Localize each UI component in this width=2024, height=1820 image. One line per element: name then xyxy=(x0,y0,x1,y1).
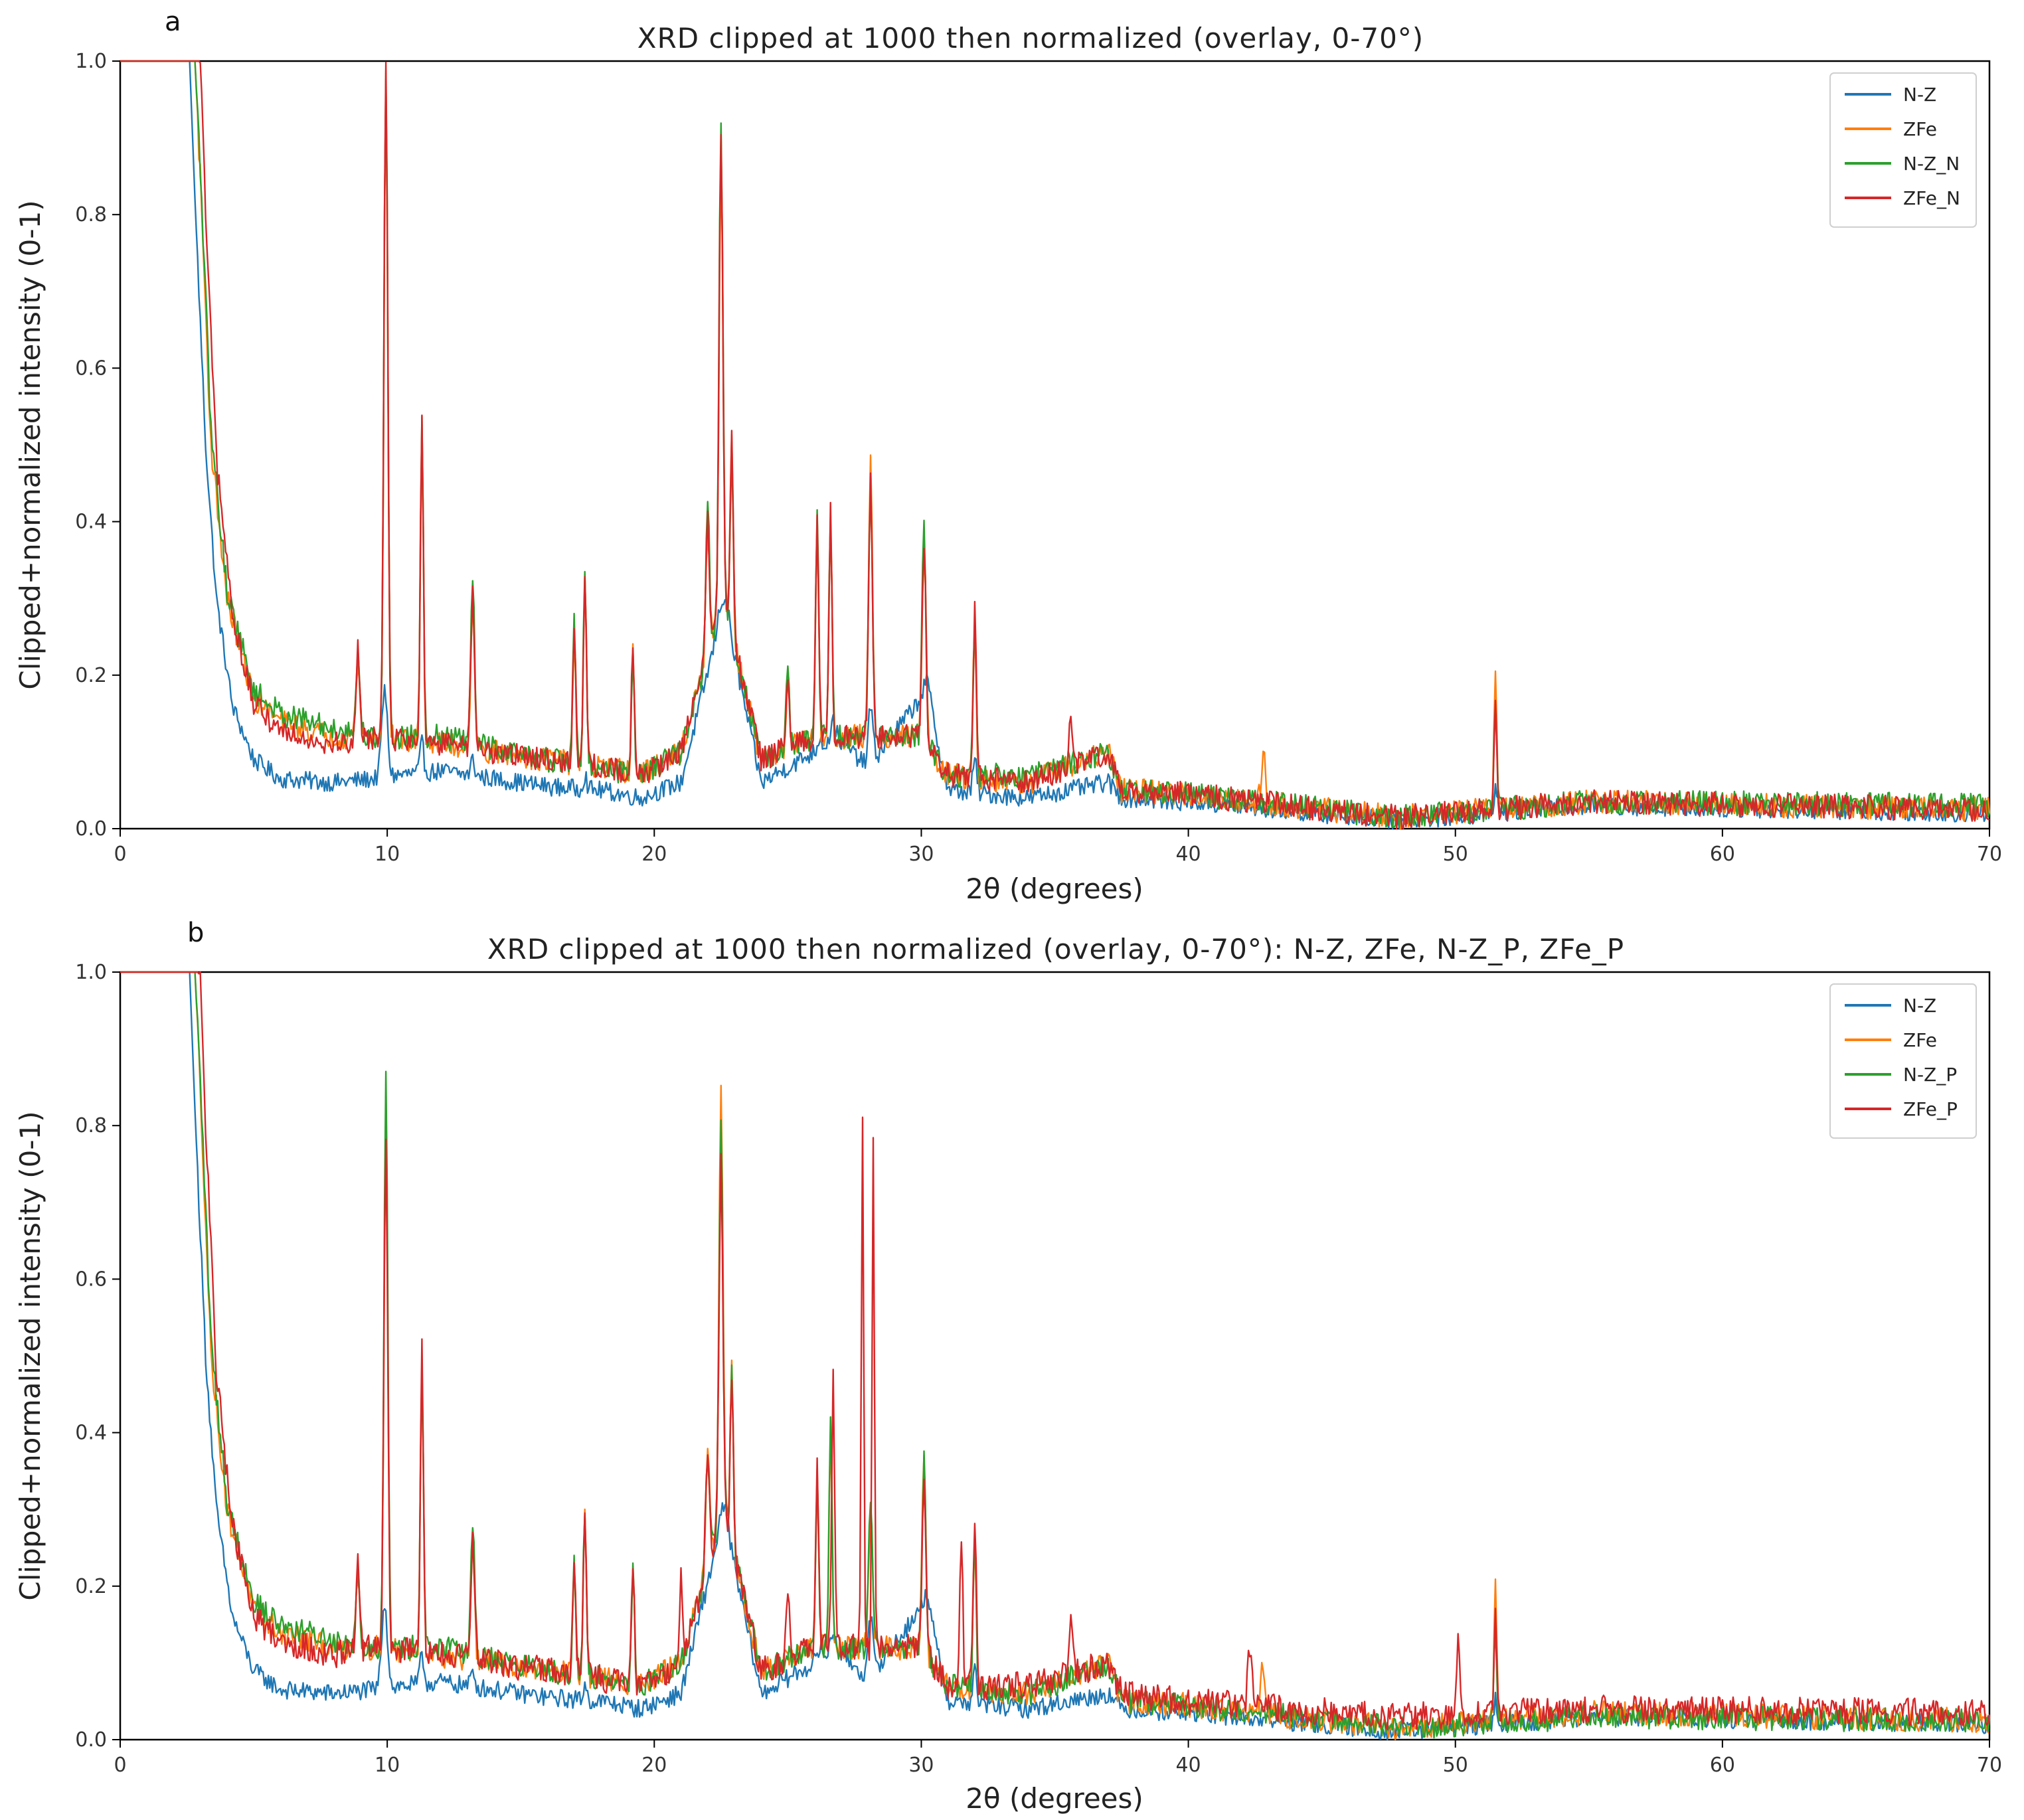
panel-b: b XRD clipped at 1000 then normalized (o… xyxy=(14,918,2002,1815)
legend-label-a-zfen: ZFe_N xyxy=(1903,187,1960,209)
legend-label-b-nz: N-Z xyxy=(1903,995,1936,1017)
x-tick-label: 70 xyxy=(1977,843,2002,866)
x-tick-label: 50 xyxy=(1443,1754,1468,1777)
x-tick-label: 40 xyxy=(1175,843,1201,866)
legend-label-b-nzp: N-Z_P xyxy=(1903,1064,1957,1086)
x-tick-label: 10 xyxy=(375,843,400,866)
axis-ticks-a: 0 10 20 30 40 50 60 70 0.0 0.2 0.4 0.6 0.8 1.0 xyxy=(75,50,2002,866)
x-tick-label: 60 xyxy=(1710,843,1735,866)
legend-label-a-nzn: N-Z_N xyxy=(1903,153,1960,175)
x-tick-label: 0 xyxy=(114,843,126,866)
x-tick-label: 50 xyxy=(1443,843,1468,866)
panel-a: a XRD clipped at 1000 then normalized (o… xyxy=(14,7,2002,905)
legend-label-b-zfep: ZFe_P xyxy=(1903,1098,1958,1120)
legend-b: N-Z ZFe N-Z_P ZFe_P xyxy=(1829,983,1977,1139)
panel-label-a: a xyxy=(165,7,181,37)
y-tick-label: 0.4 xyxy=(75,1422,107,1445)
series-line-b-zfe xyxy=(120,971,1991,1740)
series-line-b-zfe-p xyxy=(120,971,1991,1730)
chart-title-a: XRD clipped at 1000 then normalized (ove… xyxy=(637,22,1424,54)
series-line-a-n-z xyxy=(120,60,1991,830)
y-tick-label: 1.0 xyxy=(75,961,107,984)
x-tick-label: 40 xyxy=(1175,1754,1201,1777)
series-line-b-n-z xyxy=(120,971,1991,1741)
x-tick-label: 20 xyxy=(641,843,667,866)
legend-label-a-zfe: ZFe xyxy=(1903,118,1937,140)
plot-frame-a xyxy=(119,60,1991,830)
y-axis-label-b: Clipped+normalized intensity (0-1) xyxy=(14,1111,46,1600)
chart-title-b: XRD clipped at 1000 then normalized (ove… xyxy=(487,933,1624,965)
x-tick-label: 30 xyxy=(908,1754,934,1777)
x-tick-label: 10 xyxy=(375,1754,400,1777)
legend-box-b xyxy=(1829,983,1977,1139)
y-tick-label: 0.0 xyxy=(75,1728,107,1752)
y-tick-label: 0.4 xyxy=(75,511,107,534)
y-axis-label-a: Clipped+normalized intensity (0-1) xyxy=(14,200,46,689)
y-tick-label: 0.6 xyxy=(75,357,107,380)
x-tick-label: 30 xyxy=(908,843,934,866)
series-line-a-n-z-n xyxy=(120,60,1991,828)
axis-ticks-b: 0 10 20 30 40 50 60 70 0.0 0.2 0.4 0.6 0.8 1.0 xyxy=(75,961,2002,1777)
series-line-a-zfe xyxy=(120,60,1991,830)
series-line-a-zfe-n xyxy=(120,60,1990,830)
x-tick-label: 0 xyxy=(114,1754,126,1777)
legend-label-a-nz: N-Z xyxy=(1903,84,1936,106)
y-tick-label: 0.6 xyxy=(75,1268,107,1291)
plot-frame-b xyxy=(119,971,1991,1741)
y-tick-label: 0.8 xyxy=(75,203,107,226)
x-axis-label-a: 2θ (degrees) xyxy=(966,872,1143,905)
legend-a: N-Z ZFe N-Z_N ZFe_N xyxy=(1829,72,1977,228)
y-tick-label: 0.8 xyxy=(75,1114,107,1137)
legend-label-b-zfe: ZFe xyxy=(1903,1029,1937,1051)
series-line-b-n-z-p xyxy=(120,971,1991,1739)
x-tick-label: 20 xyxy=(641,1754,667,1777)
panel-label-b: b xyxy=(187,918,204,948)
y-tick-label: 0.2 xyxy=(75,1575,107,1598)
y-tick-label: 0.2 xyxy=(75,664,107,687)
series-lines-a xyxy=(120,60,1991,830)
x-axis-label-b: 2θ (degrees) xyxy=(966,1782,1143,1815)
y-tick-label: 1.0 xyxy=(75,50,107,73)
y-tick-label: 0.0 xyxy=(75,817,107,841)
series-lines-b xyxy=(120,971,1991,1741)
x-tick-label: 60 xyxy=(1710,1754,1735,1777)
x-tick-label: 70 xyxy=(1977,1754,2002,1777)
legend-box-a xyxy=(1829,72,1977,228)
